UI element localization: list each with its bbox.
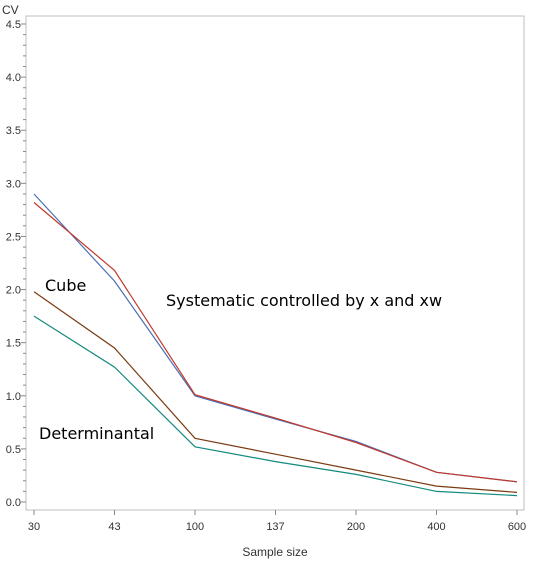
- annotation-determinantal: Determinantal: [39, 424, 154, 443]
- series-line-4: [33, 315, 518, 497]
- x-axis-title: Sample size: [242, 545, 308, 559]
- y-tick-label: 2.0: [6, 285, 21, 297]
- y-tick-label: 1.5: [6, 338, 21, 350]
- y-tick-label: 3.5: [6, 125, 21, 137]
- x-tick-label: 100: [186, 521, 204, 533]
- x-tick-label: 600: [508, 521, 526, 533]
- annotation-cube: Cube: [45, 276, 86, 295]
- y-tick-label: 2.5: [6, 231, 21, 243]
- y-axis: 0.0 0.5 1.0 1.5 2.0 2.5 3.0 3.5 4.0 4.5: [6, 19, 26, 509]
- y-axis-title: CV: [2, 3, 19, 17]
- y-tick-label: 4.5: [6, 19, 21, 31]
- x-tick-label: 137: [266, 521, 284, 533]
- x-tick-label: 30: [28, 521, 40, 533]
- x-axis: 30 43 100 137 200 400 600: [28, 510, 526, 533]
- y-tick-label: 0.5: [6, 444, 21, 456]
- x-tick-label: 200: [347, 521, 365, 533]
- annotation-systematic: Systematic controlled by x and xw: [166, 291, 442, 310]
- x-tick-label: 400: [427, 521, 445, 533]
- x-tick-label: 43: [108, 521, 120, 533]
- y-tick-label: 0.0: [6, 497, 21, 509]
- series-line-3: [33, 291, 518, 493]
- y-tick-label: 4.0: [6, 72, 21, 84]
- y-tick-label: 3.0: [6, 178, 21, 190]
- y-tick-label: 1.0: [6, 391, 21, 403]
- series-group: [33, 193, 518, 497]
- series-line-2: [33, 202, 518, 483]
